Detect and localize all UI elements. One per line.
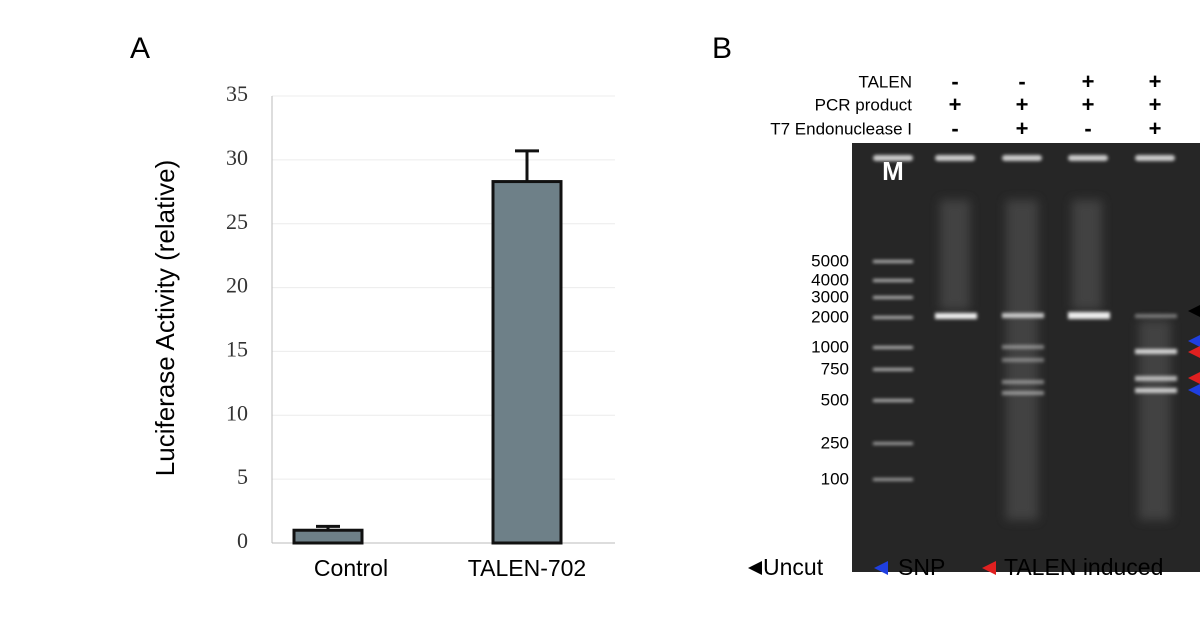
marker-size: 250 xyxy=(821,433,849,452)
lane-sign: + xyxy=(1016,116,1029,141)
y-tick-label: 0 xyxy=(237,528,248,553)
marker-size: 1000 xyxy=(811,337,849,356)
marker-label: M xyxy=(882,156,904,186)
lane-sign: - xyxy=(1018,69,1025,94)
condition-label: T7 Endonuclease I xyxy=(770,119,912,138)
lane-sign: - xyxy=(1084,116,1091,141)
y-axis-label: Luciferase Activity (relative) xyxy=(150,160,180,476)
condition-label: TALEN xyxy=(858,72,912,91)
marker-size: 100 xyxy=(821,469,849,488)
lane-sign: + xyxy=(1082,92,1095,117)
wells xyxy=(873,155,1175,161)
legend-label: SNP xyxy=(898,554,945,580)
legend-marker xyxy=(982,561,996,575)
marker-size: 750 xyxy=(821,359,849,378)
x-tick-label: Control xyxy=(314,555,388,581)
marker-size: 2000 xyxy=(811,307,849,326)
y-tick-label: 20 xyxy=(226,273,248,298)
legend-marker xyxy=(874,561,888,575)
bar xyxy=(491,180,563,545)
lane-sign: + xyxy=(1016,92,1029,117)
marker-size: 5000 xyxy=(811,251,849,270)
condition-label: PCR product xyxy=(815,95,913,114)
lane-sign: - xyxy=(951,69,958,94)
lane-sign: + xyxy=(1149,116,1162,141)
lane-sign: + xyxy=(949,92,962,117)
panel-label: A xyxy=(130,32,150,65)
error-bar xyxy=(515,149,539,182)
y-tick-label: 10 xyxy=(226,400,248,425)
lane-sign: + xyxy=(1149,69,1162,94)
legend-label: Uncut xyxy=(763,554,824,580)
marker-size: 4000 xyxy=(811,270,849,289)
legend-marker xyxy=(748,561,762,575)
lane-sign: + xyxy=(1082,69,1095,94)
marker-size: 3000 xyxy=(811,287,849,306)
lane-sign: + xyxy=(1149,92,1162,117)
y-tick-label: 35 xyxy=(226,81,248,106)
bar xyxy=(292,528,364,545)
y-tick-label: 30 xyxy=(226,145,248,170)
x-tick-label: TALEN-702 xyxy=(468,555,586,581)
y-tick-label: 5 xyxy=(237,464,248,489)
band-arrows xyxy=(1188,305,1200,396)
y-tick-label: 25 xyxy=(226,209,248,234)
bands xyxy=(873,260,1177,481)
y-tick-label: 15 xyxy=(226,336,248,361)
marker-size: 500 xyxy=(821,390,849,409)
lane-sign: - xyxy=(951,116,958,141)
panel-label: B xyxy=(712,32,732,65)
legend-label: TALEN induced xyxy=(1004,554,1163,580)
